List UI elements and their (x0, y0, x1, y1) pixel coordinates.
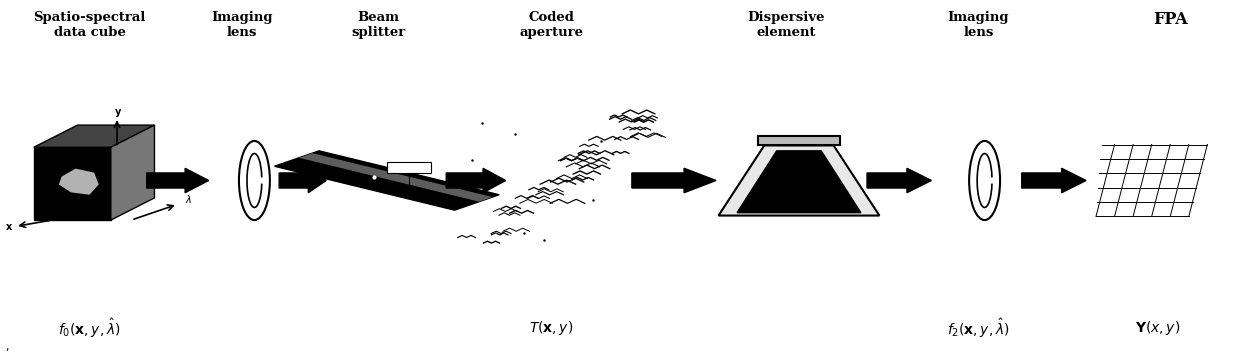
Text: Imaging
lens: Imaging lens (212, 12, 273, 39)
FancyArrow shape (867, 168, 932, 193)
Ellipse shape (969, 141, 1000, 220)
Text: Imaging
lens: Imaging lens (948, 12, 1009, 39)
Text: Dispersive
element: Dispersive element (748, 12, 825, 39)
Text: $\mathbf{\Upsilon}(x,y)$: $\mathbf{\Upsilon}(x,y)$ (1135, 319, 1181, 337)
Text: FPA: FPA (1152, 12, 1188, 29)
Text: x: x (6, 222, 12, 231)
Text: ,: , (6, 342, 9, 352)
Text: Spatio-spectral
data cube: Spatio-spectral data cube (33, 12, 146, 39)
Text: Coded
aperture: Coded aperture (519, 12, 584, 39)
Text: $T(\mathbf{x},y)$: $T(\mathbf{x},y)$ (529, 319, 574, 337)
Polygon shape (299, 153, 492, 202)
Polygon shape (110, 125, 155, 220)
Polygon shape (33, 147, 110, 220)
Text: $\lambda$: $\lambda$ (185, 193, 192, 205)
Polygon shape (387, 162, 431, 173)
Text: $f_0(\mathbf{x},y,\hat{\lambda})$: $f_0(\mathbf{x},y,\hat{\lambda})$ (58, 316, 121, 340)
Text: Beam
splitter: Beam splitter (351, 12, 405, 39)
FancyArrow shape (279, 168, 326, 193)
Polygon shape (33, 125, 155, 147)
Text: $f_2(\mathbf{x},y,\hat{\lambda})$: $f_2(\mathbf{x},y,\hat{\lambda})$ (947, 316, 1010, 340)
Polygon shape (719, 145, 880, 216)
Polygon shape (737, 151, 861, 213)
FancyArrow shape (1022, 168, 1087, 193)
Polygon shape (59, 169, 99, 195)
FancyArrow shape (446, 168, 506, 193)
Polygon shape (275, 151, 499, 210)
FancyArrow shape (632, 168, 716, 193)
FancyArrow shape (146, 168, 208, 193)
Ellipse shape (239, 141, 270, 220)
Text: y: y (114, 107, 121, 117)
Polygon shape (758, 136, 840, 145)
